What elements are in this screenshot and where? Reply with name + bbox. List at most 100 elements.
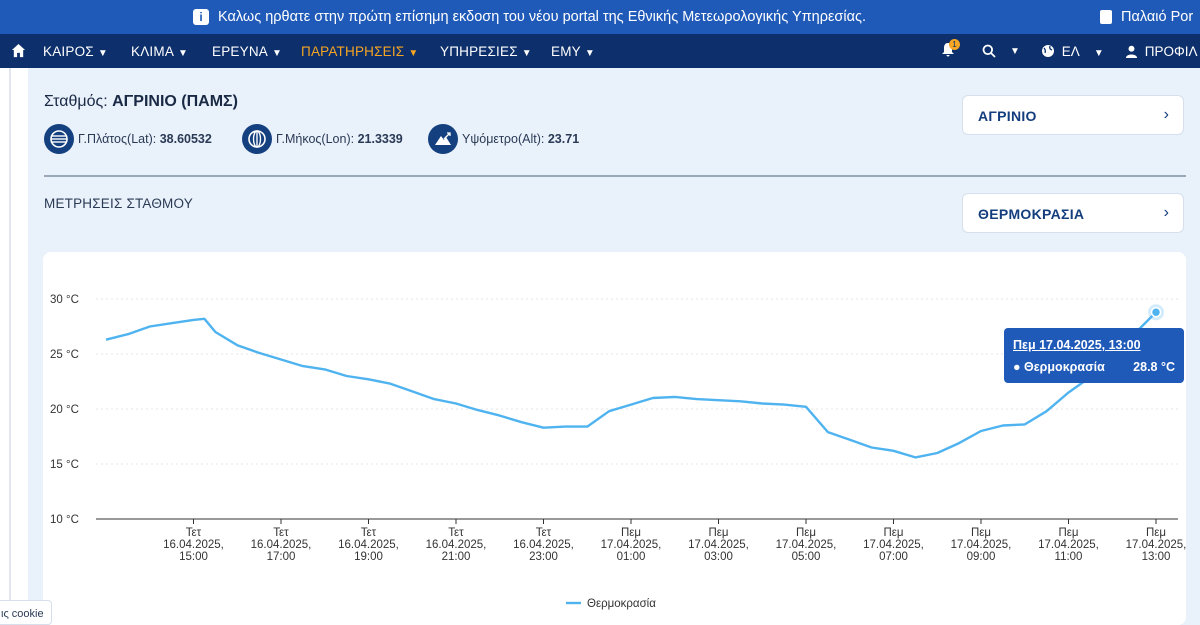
x-tick-label: 16.04.2025, (163, 539, 224, 551)
old-portal-icon (1100, 10, 1112, 24)
x-tick-label: Πεμ (883, 527, 903, 539)
x-tick-label: 16.04.2025, (338, 539, 399, 551)
x-tick-label: Πεμ (1146, 527, 1166, 539)
altitude-label: Υψόμετρο(Alt): (462, 132, 545, 146)
language-label: ΕΛ (1061, 44, 1080, 59)
chevron-down-icon: ▼ (521, 48, 532, 59)
x-tick-label: 17.04.2025, (1126, 539, 1186, 551)
section-divider (44, 175, 1186, 177)
sidebar (0, 68, 28, 625)
old-portal-link[interactable]: Παλαιό Por (1121, 9, 1194, 25)
nav-item-climate[interactable]: ΚΛΙΜΑ ▼ (131, 44, 189, 59)
search-icon[interactable] (982, 44, 996, 61)
y-tick-label: 20 °C (50, 404, 79, 416)
notification-count: 1 (949, 39, 960, 50)
x-tick-label: 17.04.2025, (1038, 539, 1099, 551)
cookie-settings-button[interactable]: ις cookie (0, 600, 52, 625)
measurement-select[interactable]: ΘΕΡΜΟΚΡΑΣΙΑ › (962, 193, 1184, 233)
y-tick-label: 25 °C (50, 349, 79, 361)
x-tick-label: Πεμ (971, 527, 991, 539)
x-tick-label: 23:00 (529, 551, 558, 563)
x-tick-label: 13:00 (1142, 551, 1171, 563)
chevron-down-icon: ▼ (1093, 48, 1104, 59)
x-tick-label: 11:00 (1055, 551, 1083, 563)
x-tick-label: Πεμ (708, 527, 728, 539)
chevron-down-icon[interactable]: ▼ (1010, 46, 1020, 57)
tooltip-series: ● Θερμοκρασία (1013, 360, 1105, 374)
altitude-value: 23.71 (547, 132, 580, 146)
latitude-value: 38.60532 (159, 132, 212, 146)
x-tick-label: 09:00 (967, 551, 996, 563)
x-tick-label: 01:00 (617, 551, 646, 563)
series-line-temperature[interactable] (105, 311, 1157, 459)
chevron-down-icon: ▼ (97, 48, 108, 59)
info-icon: i (193, 9, 209, 25)
cookie-label: ις cookie (1, 608, 44, 620)
x-tick-label: 03:00 (704, 551, 733, 563)
announcement-message: Καλως ηρθατε στην πρώτη επίσημη εκδοση τ… (218, 9, 866, 25)
x-tick-label: 21:00 (442, 551, 471, 563)
language-selector[interactable]: ΕΛ ▼ (1041, 44, 1104, 61)
x-tick-label: 17.04.2025, (601, 539, 662, 551)
chevron-down-icon: ▼ (408, 48, 419, 59)
nav-item-services[interactable]: ΥΠΗΡΕΣΙΕΣ ▼ (440, 44, 532, 59)
longitude-icon (242, 124, 272, 154)
chevron-down-icon: ▼ (584, 48, 595, 59)
y-tick-label: 30 °C (50, 294, 79, 306)
x-tick-label: Τετ (448, 527, 464, 539)
x-tick-label: Τετ (273, 527, 289, 539)
chevron-right-icon: › (1163, 204, 1169, 221)
tooltip-title: Πεμ 17.04.2025, 13:00 (1013, 338, 1141, 352)
notification-bell-icon[interactable]: 1 (940, 39, 960, 61)
x-tick-label: 17.04.2025, (951, 539, 1012, 551)
x-tick-label: Τετ (536, 527, 552, 539)
temperature-chart[interactable]: 30 °C25 °C20 °C15 °C10 °CΤετ16.04.2025,1… (43, 252, 1186, 625)
profile-label: ΠΡΟΦΙΛ (1144, 44, 1198, 59)
x-tick-label: 17:00 (267, 551, 296, 563)
nav-item-research[interactable]: ΕΡΕΥΝΑ ▼ (212, 44, 283, 59)
nav-item-weather[interactable]: ΚΑΙΡΟΣ ▼ (43, 44, 108, 59)
user-icon (1125, 45, 1138, 61)
longitude-label: Γ.Μήκος(Lon): (276, 132, 355, 146)
station-select-label: ΑΓΡΙΝΙΟ (978, 108, 1037, 124)
x-tick-label: Πεμ (621, 527, 641, 539)
mountain-icon (428, 124, 458, 154)
chart-card: 30 °C 25 °C 20 °C 15 °C 10 °C Τετ 16.04.2025, 1… (43, 252, 1186, 625)
main-nav: ΚΑΙΡΟΣ ▼ ΚΛΙΜΑ ▼ ΕΡΕΥΝΑ ▼ ΠΑΡΑΤΗΡΗΣΕΙΣ ▼ ΥΠΗ… (0, 34, 1200, 68)
announcement-bar: i Καλως ηρθατε στην πρώτη επίσημη εκδοση… (0, 0, 1200, 34)
chart-tooltip: Πεμ 17.04.2025, 13:00 ● Θερμοκρασία 28.8… (1004, 328, 1184, 383)
y-tick-label: 10 °C (50, 514, 79, 526)
measurements-title: ΜΕΤΡΗΣΕΙΣ ΣΤΑΘΜΟΥ (44, 196, 193, 211)
x-tick-label: Τετ (186, 527, 202, 539)
home-icon[interactable] (11, 43, 26, 61)
x-tick-label: 19:00 (354, 551, 383, 563)
chevron-down-icon: ▼ (271, 48, 283, 59)
highlighted-point[interactable] (1150, 306, 1162, 318)
globe-icon (1041, 44, 1055, 61)
y-tick-label: 15 °C (50, 459, 79, 471)
x-tick-label: Πεμ (1058, 527, 1078, 539)
x-tick-label: 05:00 (792, 551, 821, 563)
profile-link[interactable]: ΠΡΟΦΙΛ (1125, 44, 1198, 61)
latitude-icon (44, 124, 74, 154)
x-tick-label: 16.04.2025, (513, 539, 574, 551)
legend-label[interactable]: Θερμοκρασία (587, 598, 656, 610)
x-tick-label: 16.04.2025, (426, 539, 487, 551)
x-tick-label: Πεμ (796, 527, 816, 539)
x-tick-label: 15:00 (179, 551, 208, 563)
station-heading: Σταθμός: ΑΓΡΙΝΙΟ (ΠΑΜΣ) (44, 93, 238, 111)
station-label: Σταθμός: (44, 93, 108, 110)
latitude-label: Γ.Πλάτος(Lat): (78, 132, 157, 146)
sidebar-rail (9, 68, 11, 625)
x-tick-label: 17.04.2025, (863, 539, 924, 551)
nav-item-emy[interactable]: ΕΜΥ ▼ (551, 44, 595, 59)
x-tick-label: 07:00 (879, 551, 908, 563)
x-tick-label: 17.04.2025, (776, 539, 837, 551)
longitude-value: 21.3339 (357, 132, 403, 146)
nav-item-observations[interactable]: ΠΑΡΑΤΗΡΗΣΕΙΣ ▼ (301, 44, 419, 59)
x-tick-label: 16.04.2025, (251, 539, 312, 551)
station-select[interactable]: ΑΓΡΙΝΙΟ › (962, 95, 1184, 135)
tooltip-value: 28.8 °C (1133, 360, 1175, 374)
x-tick-label: Τετ (361, 527, 377, 539)
x-tick-label: 17.04.2025, (688, 539, 749, 551)
